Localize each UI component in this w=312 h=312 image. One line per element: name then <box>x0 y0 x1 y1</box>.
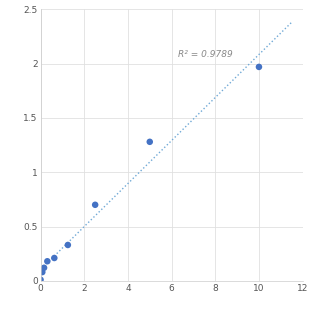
Point <box>147 139 152 144</box>
Point <box>45 259 50 264</box>
Point <box>256 64 261 69</box>
Point <box>40 270 45 275</box>
Point <box>38 277 43 282</box>
Point <box>41 265 46 270</box>
Text: R² = 0.9789: R² = 0.9789 <box>178 50 233 59</box>
Point <box>66 242 71 247</box>
Point <box>93 202 98 207</box>
Point <box>52 256 57 261</box>
